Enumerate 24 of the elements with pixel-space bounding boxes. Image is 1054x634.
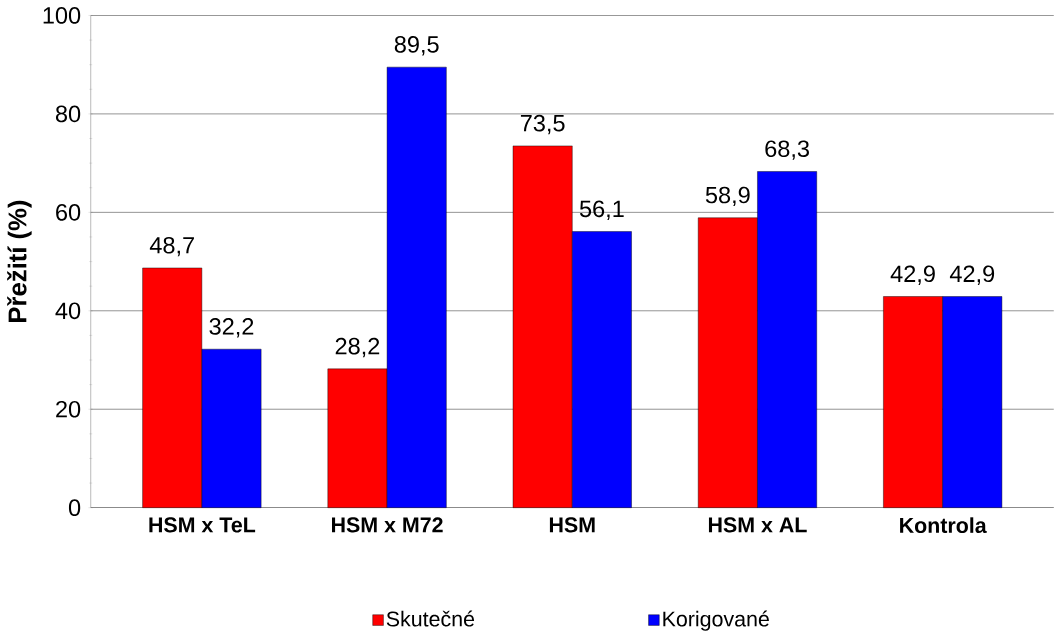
y-tick-label: 80 bbox=[55, 105, 81, 123]
x-tick-label: HSM x AL bbox=[708, 517, 807, 533]
data-label: 89,5 bbox=[394, 36, 439, 56]
y-tick-label: 20 bbox=[56, 400, 81, 418]
data-label: 73,5 bbox=[520, 114, 565, 135]
data-label: 42,9 bbox=[949, 265, 995, 285]
data-label: 48,7 bbox=[149, 236, 194, 257]
x-tick-label: HSM x M72 bbox=[332, 517, 443, 533]
data-label: 56,1 bbox=[579, 200, 624, 220]
legend-label: Skutečné bbox=[386, 610, 475, 627]
x-tick-label: Kontrola bbox=[900, 517, 987, 534]
y-tick-label: 100 bbox=[43, 7, 81, 24]
data-label: 68,3 bbox=[765, 140, 809, 160]
data-label: 58,9 bbox=[705, 186, 750, 207]
x-tick-label: HSM bbox=[549, 517, 595, 533]
data-label: 42,9 bbox=[890, 265, 935, 285]
y-tick-label: 60 bbox=[56, 204, 81, 221]
legend-label: Korigované bbox=[663, 610, 769, 631]
y-axis-title: Přežití (%) bbox=[7, 200, 32, 322]
y-tick-label: 0 bbox=[68, 499, 81, 517]
data-label: 32,2 bbox=[209, 318, 254, 338]
data-label: 28,2 bbox=[335, 337, 380, 358]
y-tick-label: 40 bbox=[55, 302, 81, 320]
x-tick-label: HSM x TeL bbox=[149, 517, 256, 533]
